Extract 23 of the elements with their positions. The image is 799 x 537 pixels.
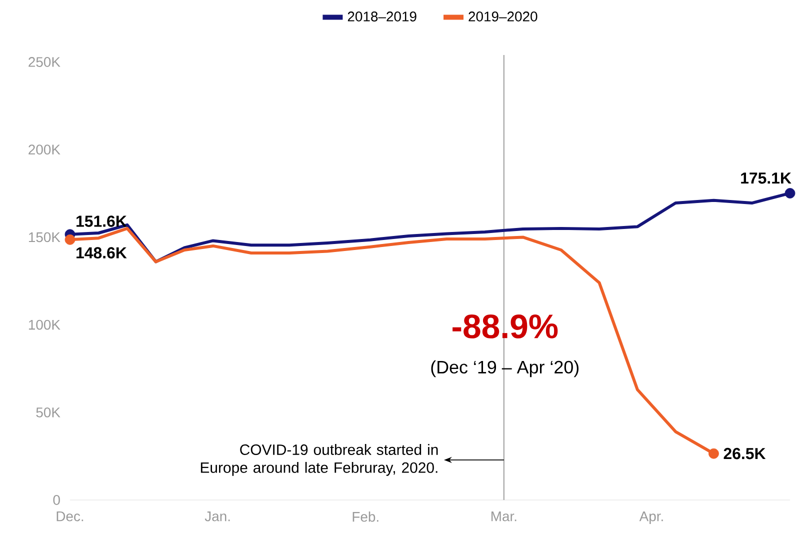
data-label: 148.6K <box>76 247 127 258</box>
x-tick-label: Jan. <box>204 512 230 522</box>
y-tick-label: 50K <box>36 407 60 418</box>
x-tick-label: Dec. <box>56 512 84 522</box>
legend-label: 2018–2019 <box>348 12 416 22</box>
point <box>64 234 76 245</box>
x-tick-label: Mar. <box>491 512 516 522</box>
data-label: 151.6K <box>76 216 127 227</box>
x-tick-label: Feb. <box>352 512 378 522</box>
annotation: -88.9% <box>452 314 558 338</box>
ref-line-label: COVID-19 outbreak started in Europe around late Februray, 2020. <box>200 444 438 476</box>
y-tick-label: 150K <box>28 232 60 242</box>
y-tick-label: 0 <box>53 495 60 505</box>
annotation: (Dec ‘19 – Apr ‘20) <box>431 360 578 378</box>
point <box>708 448 719 459</box>
y-tick-label: 100K <box>28 320 60 330</box>
data-label: 175.1K <box>741 172 792 184</box>
point <box>784 188 796 198</box>
x-tick-label: Apr. <box>639 512 663 524</box>
legend-label: 2019–2020 <box>468 12 538 22</box>
data-label: 26.5K <box>724 448 766 460</box>
y-tick-label: 200K <box>28 144 60 155</box>
y-tick-label: 250K <box>28 57 60 67</box>
